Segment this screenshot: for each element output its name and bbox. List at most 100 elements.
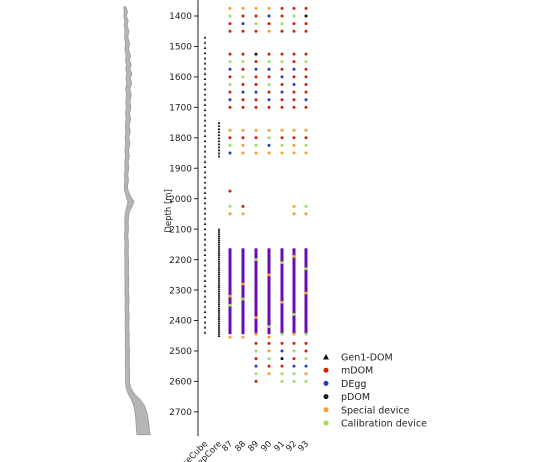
gen1-dom-marker [217, 274, 221, 278]
gen1-dom-marker [217, 279, 221, 282]
gen1-dom-marker [217, 283, 221, 286]
mdom-marker [228, 136, 232, 140]
mdom-marker [292, 6, 296, 10]
mdom-marker [292, 341, 296, 345]
mdom-marker [304, 349, 308, 353]
mdom-marker [280, 14, 284, 18]
x-tick-label: 93 [296, 439, 311, 454]
gen1-dom-marker [203, 253, 207, 257]
gen1-dom-marker [203, 206, 207, 210]
y-axis-label: Depth [m] [164, 189, 174, 233]
special-marker [254, 6, 258, 10]
pdom-marker [304, 14, 308, 18]
degg-marker [241, 90, 245, 94]
gen1-dom-marker [217, 325, 221, 329]
special-marker [228, 6, 232, 10]
pdom-marker [254, 52, 258, 56]
mdom-marker [254, 29, 258, 33]
gen1-dom-marker [203, 289, 207, 293]
calibration-marker [304, 143, 308, 147]
mdom-marker [304, 83, 308, 87]
gen1-dom-marker [203, 320, 207, 324]
gen1-dom-marker [203, 310, 207, 313]
mdom-marker [304, 75, 308, 79]
special-marker [241, 128, 245, 132]
gen1-dom-marker [203, 144, 207, 148]
special-marker [304, 291, 308, 295]
y-tick-label: 1500 [169, 43, 192, 53]
legend-label: Special device [341, 405, 410, 416]
gen1-dom-marker [203, 274, 207, 277]
special-marker [304, 212, 308, 216]
mdom-marker [304, 6, 308, 10]
dense-string [304, 248, 308, 335]
mdom-marker [292, 52, 296, 56]
legend-marker [323, 367, 329, 373]
mdom-marker [228, 189, 232, 193]
y-tick-label: 2300 [169, 286, 192, 296]
gen1-dom-marker [217, 315, 221, 318]
y-tick-label: 1600 [169, 73, 192, 83]
legend: Gen1-DOM mDOM DEgg pDOM Special device Calibr… [323, 353, 427, 430]
gen1-dom-marker [217, 313, 221, 316]
mdom-marker [228, 105, 232, 109]
mdom-marker [267, 52, 271, 56]
mdom-marker [292, 60, 296, 64]
gen1-dom-marker [217, 330, 221, 333]
gen1-dom-marker [217, 308, 221, 312]
calibration-marker [280, 143, 284, 147]
degg-marker [228, 151, 232, 155]
gen1-dom-marker [203, 315, 207, 319]
special-marker [228, 212, 232, 216]
gen1-dom-marker [203, 186, 207, 189]
mdom-marker [228, 29, 232, 33]
gen1-dom-marker [217, 268, 221, 271]
mdom-marker [280, 83, 284, 87]
mdom-marker [241, 105, 245, 109]
mdom-marker [304, 341, 308, 345]
special-marker [241, 6, 245, 10]
gen1-dom-marker [217, 151, 221, 155]
special-marker [292, 255, 296, 259]
mdom-marker [254, 357, 258, 361]
mdom-marker [292, 75, 296, 79]
y-tick-label: 2000 [169, 195, 192, 205]
calibration-marker [292, 372, 296, 376]
gen1-dom-marker [217, 227, 221, 231]
special-marker [241, 151, 245, 155]
legend-label: Calibration device [341, 419, 427, 430]
mdom-marker [228, 52, 232, 56]
mdom-marker [254, 60, 258, 64]
gen1-dom-marker [217, 293, 221, 297]
gen1-dom-marker [217, 287, 221, 291]
dust-profile-area [123, 6, 151, 436]
gen1-dom-marker [203, 124, 207, 127]
gen1-dom-marker [217, 302, 221, 306]
gen1-dom-marker [203, 222, 207, 225]
y-ticks: 1400 1500 1600 1700 1800 1900 2000 2100 2200 2300… [169, 12, 198, 418]
mdom-marker [254, 14, 258, 18]
gen1-dom-marker [217, 257, 221, 261]
gen1-dom-marker [217, 291, 221, 295]
gen1-dom-marker [217, 321, 221, 325]
gen1-dom-marker [217, 232, 221, 235]
gen1-dom-marker [217, 121, 221, 124]
gen1-dom-marker [217, 133, 221, 137]
gen1-dom-marker [203, 129, 207, 132]
mdom-marker [228, 22, 232, 26]
degg-marker [280, 75, 284, 79]
gen1-dom-marker [203, 134, 207, 137]
gen1-dom-marker [203, 237, 207, 241]
gen1-dom-marker [203, 113, 207, 117]
gen1-dom-marker [203, 232, 207, 236]
gen1-dom-marker [217, 127, 221, 130]
mdom-marker [304, 29, 308, 33]
gen1-dom-marker [217, 281, 221, 284]
mdom-marker [292, 98, 296, 102]
legend-label: DEgg [341, 379, 366, 390]
calibration-marker [254, 22, 258, 26]
mdom-marker [304, 22, 308, 26]
degg-marker [304, 364, 308, 368]
calibration-marker [267, 60, 271, 64]
